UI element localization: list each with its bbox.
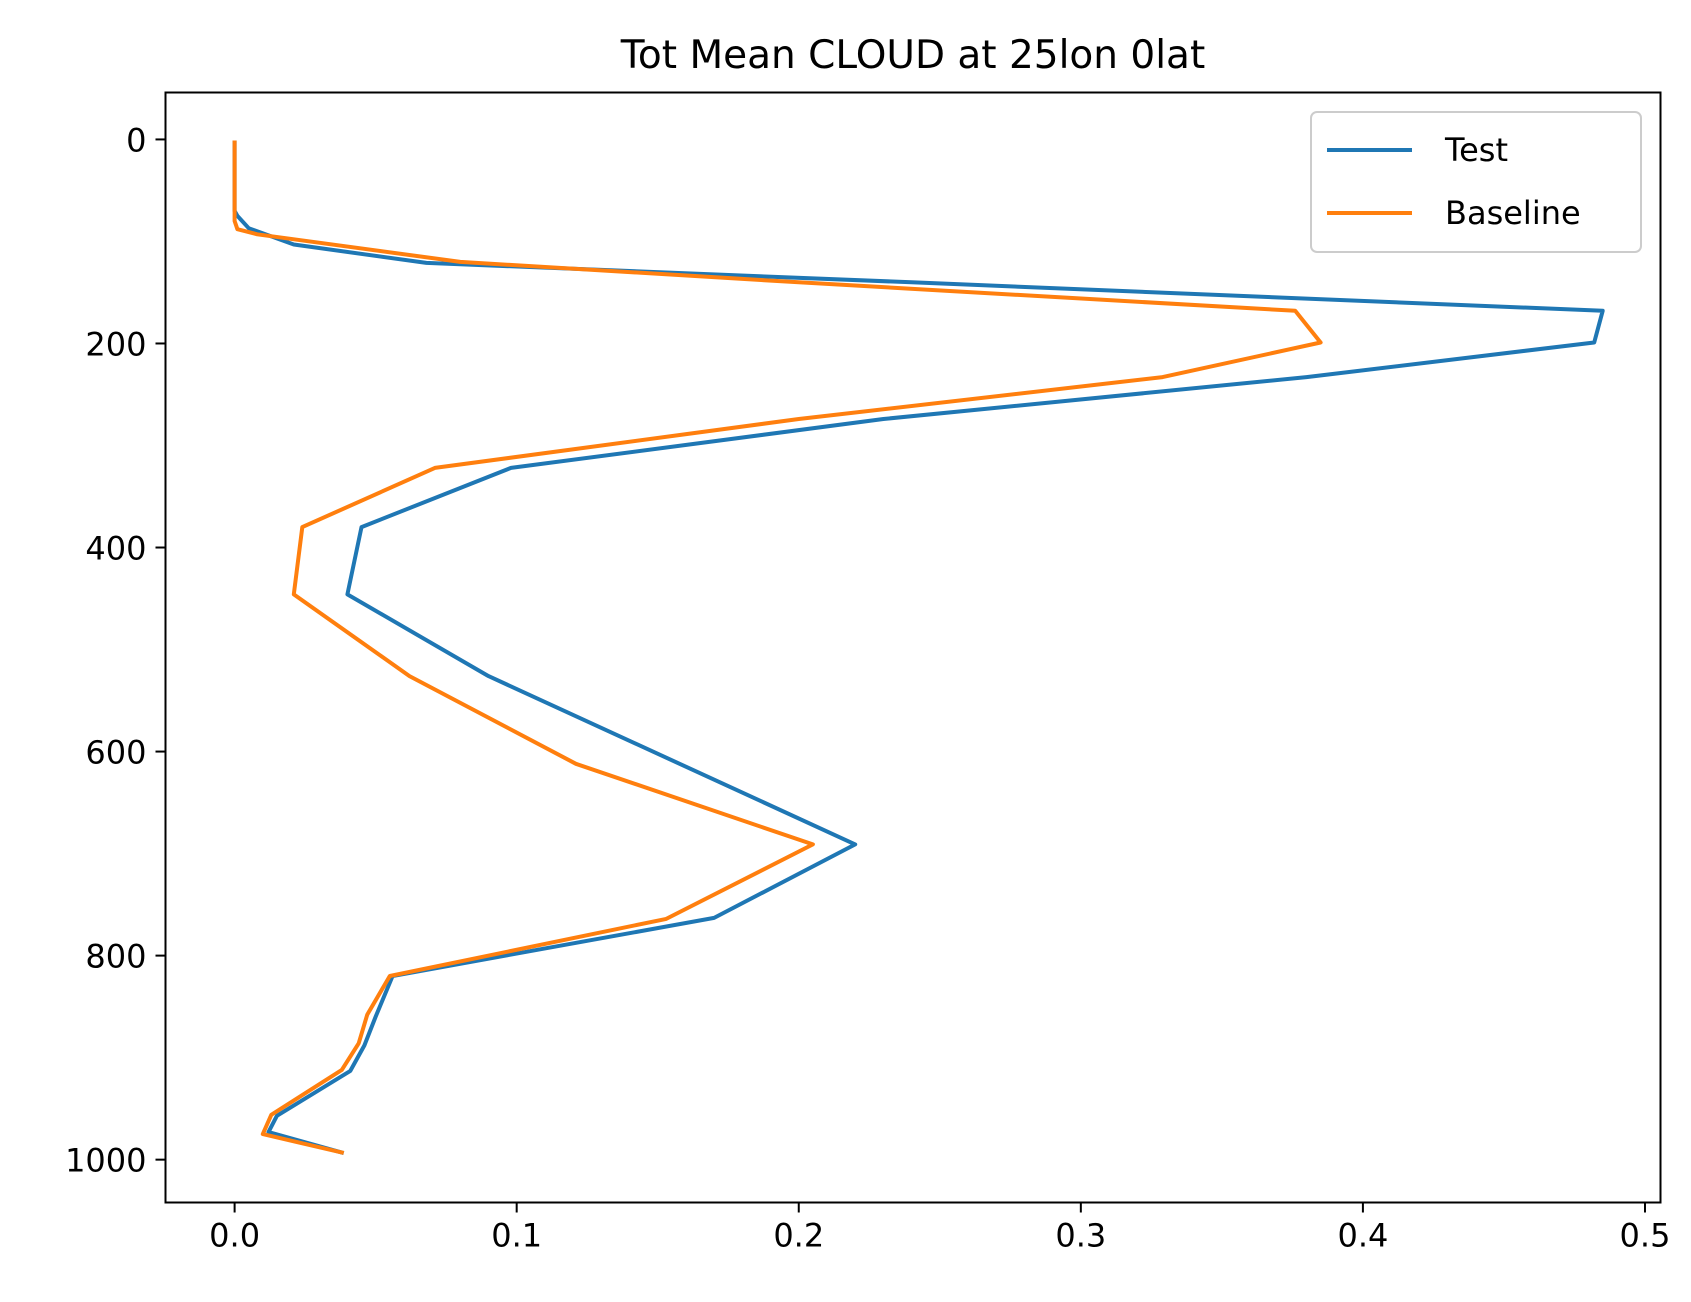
y-tick-label: 800	[85, 938, 146, 976]
x-tick-label: 0.3	[1055, 1217, 1106, 1255]
x-tick-label: 0.5	[1620, 1217, 1671, 1255]
y-tick-label: 400	[85, 530, 146, 568]
x-tick-label: 0.2	[773, 1217, 824, 1255]
chart-title: Tot Mean CLOUD at 25lon 0lat	[620, 33, 1206, 78]
legend-box	[1310, 111, 1642, 253]
series-line-test	[232, 140, 1605, 1155]
y-tick-label: 200	[85, 325, 146, 363]
y-tick-label: 0	[126, 121, 146, 159]
plot-frame	[164, 91, 1662, 1204]
legend: Test Baseline	[1310, 111, 1642, 253]
y-tick-label: 1000	[65, 1142, 146, 1180]
series-layer	[232, 140, 1605, 1155]
x-tick-label: 0.4	[1337, 1217, 1388, 1255]
x-axis: 0.0 0.1 0.2 0.3 0.4 0.5	[209, 1202, 1671, 1255]
y-tick-label: 600	[85, 734, 146, 772]
x-tick-label: 0.0	[209, 1217, 260, 1255]
legend-label-test: Test	[1444, 131, 1508, 169]
x-tick-label: 0.1	[491, 1217, 542, 1255]
series-line-baseline	[232, 140, 1323, 1155]
y-axis: 0 200 400 600 800 1000	[65, 121, 166, 1180]
legend-label-baseline: Baseline	[1445, 194, 1581, 232]
